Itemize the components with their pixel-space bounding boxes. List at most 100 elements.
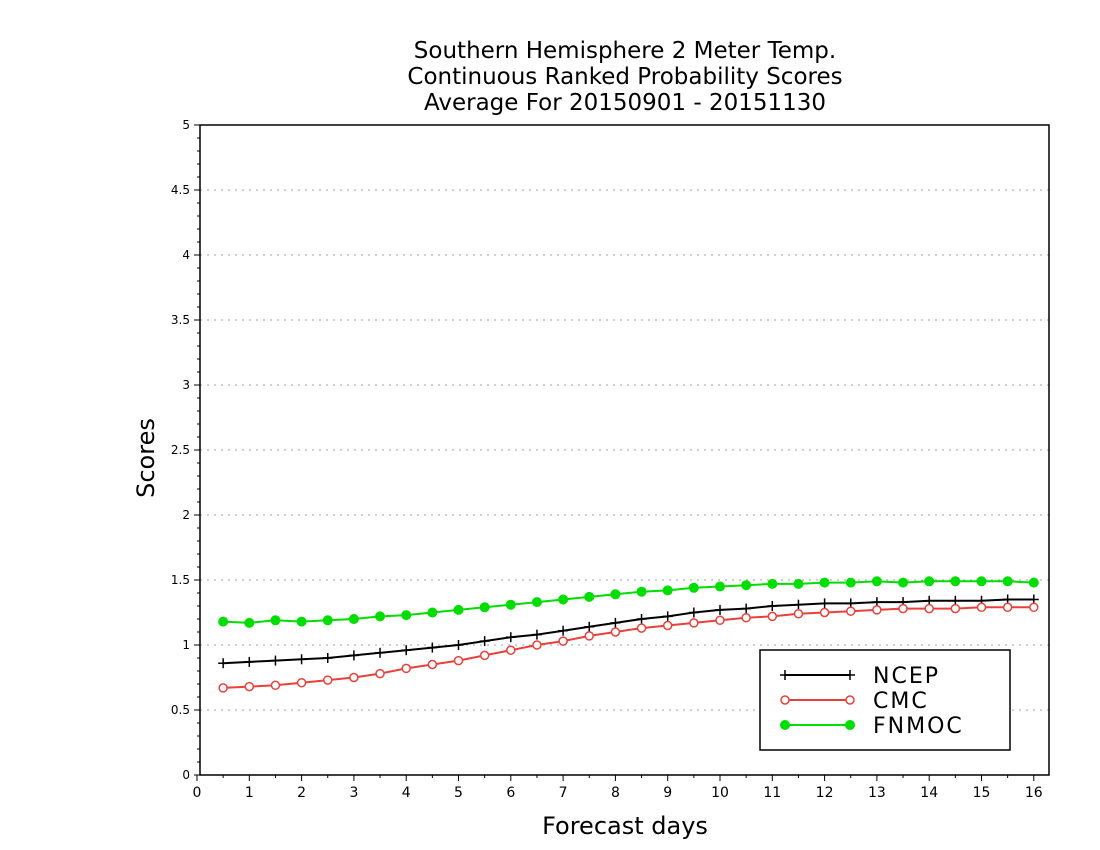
title-line-1: Southern Hemisphere 2 Meter Temp. (413, 38, 837, 64)
y-tick-label: 0.5 (171, 703, 190, 717)
data-point (767, 578, 778, 589)
data-point (845, 670, 855, 680)
data-point (270, 680, 281, 691)
data-point (793, 578, 804, 589)
x-tick-label: 9 (663, 785, 672, 801)
data-point (401, 663, 411, 674)
x-tick-label: 13 (868, 785, 886, 801)
y-tick-label: 1.5 (171, 573, 190, 587)
data-point (780, 720, 790, 730)
gridlines (200, 189, 1049, 711)
data-point (296, 616, 307, 627)
x-tick-label: 10 (711, 785, 729, 801)
data-point (453, 604, 464, 615)
y-tick-label: 2 (182, 508, 190, 522)
data-point (532, 640, 542, 650)
data-point (780, 695, 790, 705)
data-point (427, 607, 438, 618)
data-point (349, 672, 359, 683)
data-point (610, 617, 621, 628)
series-group (218, 576, 1039, 693)
data-point (871, 576, 882, 587)
x-tick-label: 15 (973, 785, 991, 801)
x-tick-label: 8 (611, 785, 620, 801)
data-point (662, 620, 673, 631)
data-point (819, 607, 830, 618)
data-point (1002, 576, 1013, 587)
data-point (1002, 602, 1013, 613)
x-tick-label: 2 (297, 785, 306, 801)
data-point (401, 610, 412, 621)
data-point (898, 577, 909, 588)
legend-entry-cmc: CMC (780, 689, 929, 714)
data-point (375, 647, 386, 658)
data-point (1029, 602, 1039, 613)
y-tick-label: 0 (182, 768, 190, 782)
data-point (427, 642, 438, 653)
data-point (558, 625, 569, 636)
data-point (767, 601, 778, 611)
y-tick-label: 1 (182, 638, 190, 652)
data-point (950, 603, 961, 614)
data-point (427, 659, 438, 670)
data-point (636, 586, 647, 597)
data-point (610, 589, 621, 600)
y-axis-label: Scores (132, 418, 160, 498)
data-point (558, 636, 568, 646)
legend-label: CMC (873, 689, 929, 714)
data-point (741, 580, 752, 591)
data-point (780, 670, 790, 680)
y-tick-label: 3.5 (171, 313, 190, 327)
x-tick-label: 3 (349, 785, 358, 801)
data-point (845, 695, 855, 705)
data-point (558, 594, 569, 605)
data-point (662, 585, 673, 596)
data-point (898, 603, 908, 614)
data-point (218, 616, 229, 627)
data-point (845, 720, 855, 730)
data-point (584, 631, 594, 641)
data-point (375, 668, 385, 679)
data-point (819, 598, 830, 609)
x-tick-label: 1 (245, 785, 254, 801)
data-point (453, 640, 464, 650)
data-point (924, 603, 934, 614)
data-point (244, 617, 255, 628)
title-line-3: Average For 20150901 - 20151130 (423, 90, 827, 116)
data-point (845, 577, 856, 588)
data-point (479, 636, 490, 647)
data-point (322, 615, 333, 626)
data-point (584, 621, 595, 632)
data-point (819, 577, 830, 588)
data-point (924, 576, 935, 587)
data-point (767, 611, 778, 622)
x-axis-label: Forecast days (542, 812, 708, 840)
data-point (741, 612, 751, 623)
data-point (401, 645, 412, 656)
data-point (688, 607, 699, 618)
data-point (270, 655, 281, 666)
data-point (689, 618, 699, 628)
data-point (323, 675, 333, 685)
data-point (688, 582, 699, 593)
data-point (270, 615, 281, 626)
data-point (375, 611, 386, 622)
legend-entry-fnmoc: FNMOC (780, 714, 962, 739)
x-tick-label: 7 (559, 785, 568, 801)
data-point (322, 653, 333, 663)
legend-label: NCEP (873, 664, 940, 689)
x-tick-label: 6 (506, 785, 515, 801)
data-point (506, 645, 516, 655)
data-point (741, 603, 752, 614)
y-tick-label: 3 (182, 378, 190, 392)
data-point (479, 602, 490, 613)
data-point (296, 677, 307, 688)
data-point (846, 606, 856, 616)
data-point (296, 654, 307, 665)
series-fnmoc (218, 576, 1039, 628)
x-tick-label: 5 (454, 785, 463, 801)
data-point (715, 604, 725, 615)
data-point (453, 655, 464, 666)
